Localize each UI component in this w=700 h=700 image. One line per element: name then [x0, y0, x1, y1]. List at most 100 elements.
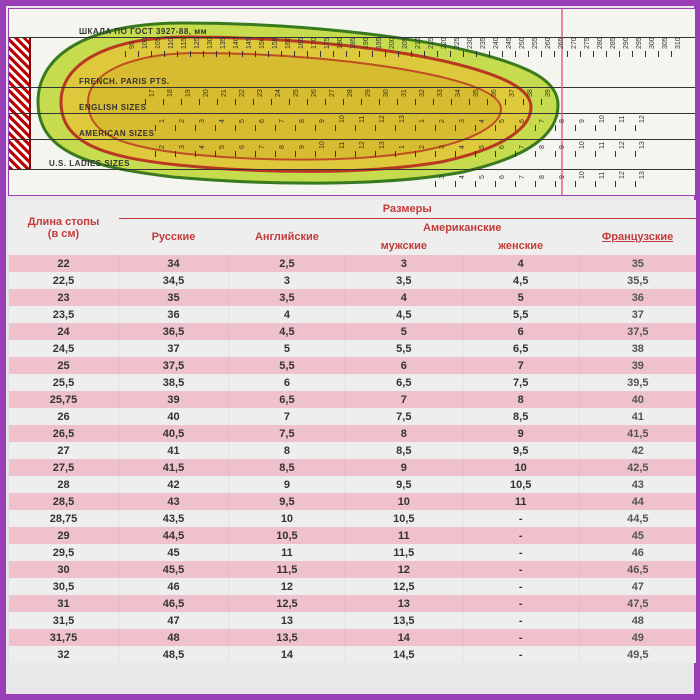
tick-label: 2	[179, 119, 186, 123]
cell-len: 24	[9, 323, 119, 340]
tick-mark	[195, 125, 196, 131]
tick-mark	[415, 99, 416, 105]
cell-ru: 38,5	[119, 374, 229, 391]
cell-len: 27	[9, 442, 119, 459]
cell-fr: 37,5	[579, 323, 696, 340]
header-length-text: Длина стопы	[28, 216, 100, 228]
cell-amm: 9,5	[345, 476, 462, 493]
tick-label: 195	[376, 37, 383, 49]
tick-mark	[671, 51, 672, 57]
tick-mark	[395, 125, 396, 131]
tick-mark	[433, 99, 434, 105]
header-sizes: Размеры	[119, 200, 697, 219]
cell-fr: 41,5	[579, 425, 696, 442]
cell-len: 28	[9, 476, 119, 493]
tick-label: 230	[467, 37, 474, 49]
cell-len: 30	[9, 561, 119, 578]
tick-label: 7	[279, 119, 286, 123]
tick-label: 9	[559, 145, 566, 149]
cell-len: 23	[9, 289, 119, 306]
tick-label: 225	[454, 37, 461, 49]
rule-french	[9, 87, 695, 88]
tick-mark	[294, 51, 295, 57]
cell-fr: 37	[579, 306, 696, 323]
cell-len: 26,5	[9, 425, 119, 442]
tick-label: 130	[207, 37, 214, 49]
tick-mark	[155, 151, 156, 157]
tick-mark	[145, 99, 146, 105]
tick-label: 190	[363, 37, 370, 49]
tick-mark	[361, 99, 362, 105]
tick-label: 5	[479, 175, 486, 179]
cell-ru: 45	[119, 544, 229, 561]
tick-mark	[289, 99, 290, 105]
tick-mark	[375, 125, 376, 131]
tick-label: 21	[221, 89, 228, 97]
cell-en: 6,5	[229, 391, 346, 408]
cell-amw: 10,5	[462, 476, 579, 493]
tick-mark	[555, 181, 556, 187]
tick-mark	[355, 125, 356, 131]
tick-mark	[632, 51, 633, 57]
cell-en: 10,5	[229, 527, 346, 544]
tick-mark	[271, 99, 272, 105]
tick-label: 11	[359, 116, 366, 123]
tick-mark	[235, 99, 236, 105]
tick-label: 13	[639, 171, 646, 179]
size-conversion-table: Длина стопы (в см) Размеры Русские Англи…	[8, 200, 696, 663]
cell-fr: 44	[579, 493, 696, 510]
table-row: 24,53755,56,538	[9, 340, 697, 357]
rule-ladies	[9, 169, 695, 170]
tick-label: 170	[311, 37, 318, 49]
cell-fr: 48	[579, 612, 696, 629]
table-row: 3146,512,513-47,5	[9, 595, 697, 612]
tick-label: 240	[493, 37, 500, 49]
tick-label: 6	[499, 145, 506, 149]
cell-ru: 43,5	[119, 510, 229, 527]
cell-ru: 34,5	[119, 272, 229, 289]
tick-label: 7	[259, 145, 266, 149]
header-length: Длина стопы (в см)	[9, 200, 119, 255]
cell-fr: 44,5	[579, 510, 696, 527]
cell-fr: 42	[579, 442, 696, 459]
cell-ru: 46,5	[119, 595, 229, 612]
tick-label: 9	[319, 119, 326, 123]
tick-label: 8	[539, 145, 546, 149]
tick-label: 30	[383, 89, 390, 97]
tick-mark	[502, 51, 503, 57]
cell-en: 5,5	[229, 357, 346, 374]
table-row: 264077,58,541	[9, 408, 697, 425]
cell-amm: 11,5	[345, 544, 462, 561]
cell-amm: 9	[345, 459, 462, 476]
cell-amw: -	[462, 646, 579, 663]
label-english: ENGLISH SIZES	[79, 103, 146, 112]
tick-mark	[177, 51, 178, 57]
tick-label: 13	[399, 115, 406, 123]
cell-amw: 8,5	[462, 408, 579, 425]
tick-label: 5	[239, 119, 246, 123]
tick-mark	[476, 51, 477, 57]
tick-mark	[359, 51, 360, 57]
tick-mark	[295, 151, 296, 157]
tick-mark	[255, 125, 256, 131]
cell-len: 25,5	[9, 374, 119, 391]
cell-amm: 14,5	[345, 646, 462, 663]
tick-label: 5	[499, 119, 506, 123]
tick-label: 3	[179, 145, 186, 149]
cell-amm: 5,5	[345, 340, 462, 357]
cell-fr: 49,5	[579, 646, 696, 663]
tick-label: 2	[159, 145, 166, 149]
tick-label: 250	[519, 37, 526, 49]
tick-label: 5	[479, 145, 486, 149]
tick-label: 4	[479, 119, 486, 123]
table-row: 23353,54536	[9, 289, 697, 306]
tick-mark	[580, 51, 581, 57]
tick-mark	[635, 181, 636, 187]
cell-amm: 6,5	[345, 374, 462, 391]
tick-label: 255	[532, 37, 539, 49]
tick-mark	[595, 151, 596, 157]
tick-label: 290	[623, 37, 630, 49]
cell-fr: 43	[579, 476, 696, 493]
cell-len: 23,5	[9, 306, 119, 323]
tick-mark	[515, 51, 516, 57]
